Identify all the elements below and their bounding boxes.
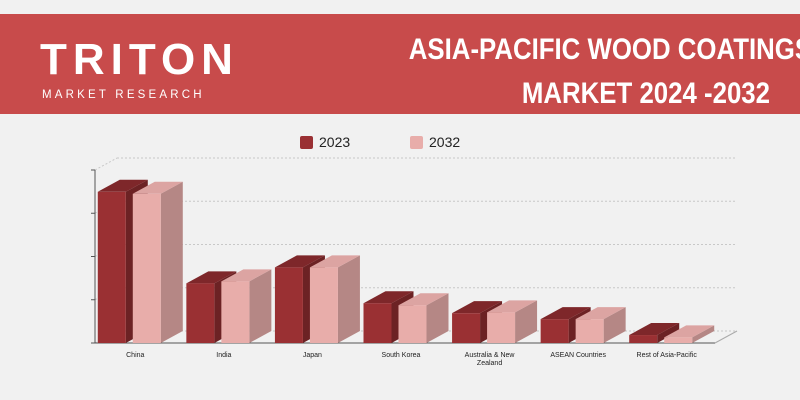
legend-item-2032: 2032 xyxy=(410,132,460,152)
bar-top xyxy=(540,307,591,320)
legend-label-2023: 2023 xyxy=(319,134,351,150)
x-tick-label: ASEAN Countries xyxy=(550,352,606,359)
bar-top xyxy=(186,271,237,284)
x-tick-label: Rest of Asia-Pacific xyxy=(637,352,698,359)
bar-2032-0 xyxy=(132,193,161,343)
floor-edge xyxy=(714,330,738,344)
bar-top xyxy=(487,300,538,313)
header-banner: TRITON MARKET RESEARCH ASIA-PACIFIC WOOD… xyxy=(0,14,800,114)
bar-2023-3 xyxy=(363,303,392,343)
bar-2032-4 xyxy=(487,312,516,343)
bar-side xyxy=(160,181,183,343)
logo-wordmark: TRITON xyxy=(40,35,239,84)
bar-2023-0 xyxy=(97,191,126,343)
bar-2023-1 xyxy=(186,283,215,343)
bar-2032-5 xyxy=(575,319,604,343)
bar-top xyxy=(398,293,449,306)
bar-chart: China India Japan South Korea Australia & Ne… xyxy=(91,157,738,367)
x-tick-label: China xyxy=(126,352,144,359)
bar-top xyxy=(629,323,680,336)
triton-logo: TRITON MARKET RESEARCH xyxy=(40,34,240,110)
logo-tagline: MARKET RESEARCH xyxy=(42,89,205,101)
legend-label-2032: 2032 xyxy=(429,134,461,150)
bar-2023-6 xyxy=(629,335,658,343)
bar-2023-2 xyxy=(274,267,303,343)
bar-2023-5 xyxy=(540,319,569,343)
legend-item-2023: 2023 xyxy=(300,132,350,152)
bar-top xyxy=(575,307,626,320)
bar-side xyxy=(249,269,272,343)
bar-2032-1 xyxy=(221,281,250,343)
bar-2032-6 xyxy=(664,337,693,343)
bar-2032-2 xyxy=(309,267,338,343)
bar-2023-4 xyxy=(452,313,481,343)
title-line-2: MARKET 2024 -2032 xyxy=(521,77,770,110)
bar-top xyxy=(664,325,715,338)
bar-top xyxy=(97,179,148,192)
bar-side xyxy=(657,323,680,343)
grid-diag xyxy=(94,157,118,171)
bar-top xyxy=(452,301,503,314)
bar-side xyxy=(426,293,449,343)
bar-top xyxy=(274,255,325,268)
bar-top xyxy=(132,181,183,194)
legend-swatch-2032 xyxy=(410,135,423,149)
bar-top xyxy=(221,269,272,282)
bar-side xyxy=(337,255,360,343)
bar-top xyxy=(363,291,414,304)
page-title: ASIA-PACIFIC WOOD COATINGS MARKET 2024 -… xyxy=(408,28,800,116)
bar-side xyxy=(515,300,538,343)
title-line-1: ASIA-PACIFIC WOOD COATINGS xyxy=(408,33,800,66)
bar-2032-3 xyxy=(398,305,427,343)
x-tick-label: India xyxy=(216,352,231,359)
chart-legend: 2023 2032 xyxy=(0,132,800,152)
x-tick-label: Japan xyxy=(303,352,322,359)
x-tick-label: Australia & New Zealand xyxy=(465,352,516,367)
bar-side xyxy=(603,307,626,343)
legend-swatch-2023 xyxy=(300,135,313,149)
bar-top xyxy=(309,255,360,268)
x-tick-label: South Korea xyxy=(382,352,421,359)
bar-side xyxy=(692,325,715,343)
